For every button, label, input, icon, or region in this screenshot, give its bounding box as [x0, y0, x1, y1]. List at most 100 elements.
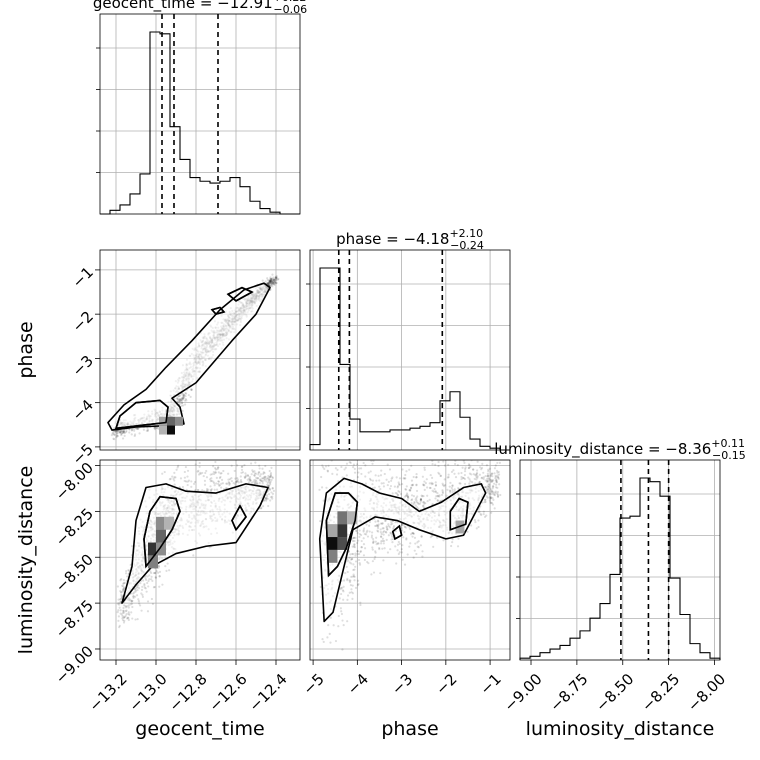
sample-point: [349, 579, 352, 582]
sample-point: [124, 572, 128, 575]
sample-point: [486, 485, 489, 488]
sample-point: [264, 478, 267, 481]
sample-point: [154, 575, 157, 579]
sample-point: [401, 529, 404, 532]
sample-point: [408, 545, 411, 548]
sample-point: [237, 481, 240, 484]
sample-point: [473, 477, 476, 481]
sample-point: [363, 547, 367, 550]
sample-point: [329, 641, 332, 644]
sample-point: [254, 479, 257, 482]
sample-point: [240, 454, 242, 456]
sample-point: [266, 282, 270, 285]
sample-point: [371, 548, 374, 551]
sample-point: [192, 482, 196, 485]
sample-point: [118, 601, 121, 604]
sample-point: [264, 496, 267, 500]
sample-point: [131, 545, 134, 548]
sample-point: [319, 585, 322, 589]
sample-point: [269, 278, 273, 281]
sample-point: [382, 485, 386, 488]
sample-point: [487, 468, 490, 471]
sample-point: [165, 569, 168, 572]
sample-point: [235, 480, 238, 483]
sample-point: [353, 546, 357, 549]
sample-point: [184, 397, 187, 401]
sample-point: [403, 525, 406, 528]
sample-point: [271, 281, 275, 284]
sample-point: [346, 450, 348, 452]
sample-point: [270, 277, 273, 281]
sample-point: [273, 279, 276, 282]
sample-point: [368, 524, 371, 527]
sample-point: [146, 428, 150, 431]
sample-point: [496, 486, 499, 489]
sample-point: [247, 477, 251, 480]
sample-point: [221, 450, 223, 452]
density-cell: [156, 529, 166, 543]
sample-point: [267, 282, 270, 285]
x-tick-label-phase: −2: [432, 670, 460, 698]
panel-frame: [99, 13, 301, 215]
sample-point: [347, 559, 350, 562]
sample-point: [378, 479, 381, 482]
sample-point: [267, 484, 270, 487]
sample-point: [117, 615, 120, 618]
sample-point: [496, 490, 500, 494]
sample-point: [494, 476, 497, 480]
sample-point: [265, 497, 268, 500]
sample-point: [121, 437, 125, 440]
sample-point: [213, 488, 216, 491]
sample-point: [454, 460, 457, 462]
sample-point: [210, 488, 213, 491]
sample-point: [119, 600, 122, 603]
sample-point: [219, 475, 222, 479]
sample-point: [383, 530, 386, 533]
sample-point: [131, 605, 134, 609]
sample-point: [155, 426, 158, 430]
sample-point: [235, 480, 239, 483]
sample-point: [177, 398, 180, 401]
sample-point: [337, 452, 339, 454]
sample-point: [251, 470, 255, 473]
sample-point: [366, 560, 369, 564]
sample-point: [486, 488, 489, 491]
sample-point: [115, 434, 119, 438]
sample-point: [468, 457, 470, 459]
sample-point: [158, 570, 162, 573]
sample-point: [123, 434, 126, 437]
sample-point: [256, 483, 259, 486]
sample-point: [275, 282, 278, 285]
sample-point: [352, 435, 354, 437]
density-cell: [167, 425, 175, 435]
sample-point: [326, 469, 329, 472]
sample-point: [141, 593, 144, 596]
sample-point: [206, 457, 208, 459]
sample-point: [354, 560, 358, 563]
sample-point: [331, 435, 333, 437]
sample-point: [249, 477, 252, 481]
sample-point: [118, 431, 121, 434]
sample-point: [449, 481, 452, 484]
sample-point: [409, 488, 412, 491]
sample-point: [397, 540, 400, 544]
sample-point: [358, 439, 360, 441]
sample-point: [467, 466, 470, 469]
sample-point: [385, 526, 388, 529]
sample-point: [122, 611, 126, 614]
sample-point: [490, 490, 494, 494]
sample-point: [268, 487, 271, 491]
sample-point: [352, 463, 356, 466]
sample-point: [190, 480, 193, 483]
density-cell: [167, 416, 175, 426]
sample-point: [364, 482, 367, 485]
sample-point: [351, 557, 354, 560]
y-tick-label-luminosity_distance: −8.00: [52, 459, 97, 504]
sample-point: [406, 495, 410, 498]
density-cell: [327, 524, 338, 538]
sample-point: [253, 474, 256, 477]
sample-point: [354, 554, 357, 557]
sample-point: [490, 478, 493, 482]
sample-point: [265, 477, 269, 480]
sample-point: [270, 466, 273, 469]
